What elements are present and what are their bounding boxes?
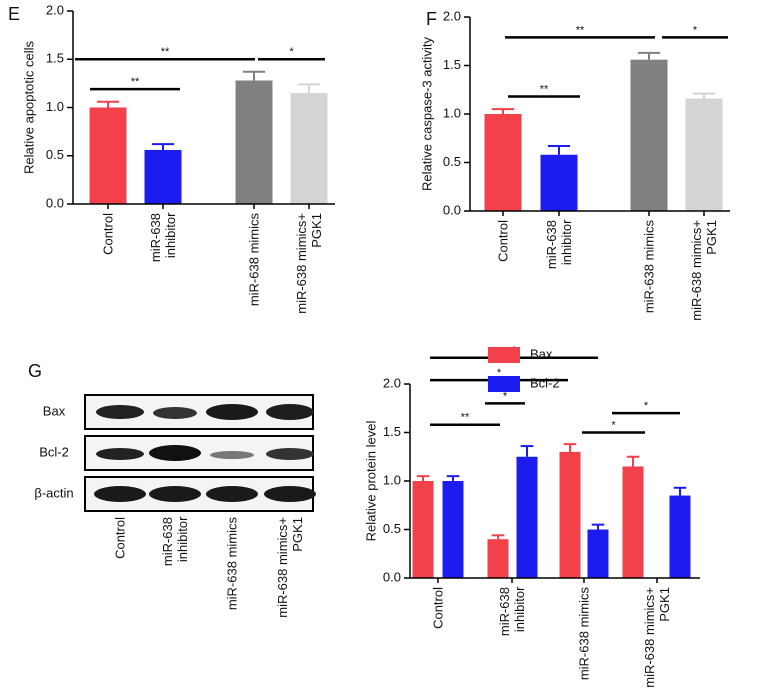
bar	[587, 529, 609, 578]
blot-band	[206, 404, 258, 420]
bar	[540, 154, 578, 211]
bar	[290, 93, 328, 204]
significance-label: *	[611, 419, 616, 431]
significance-label: **	[540, 83, 549, 95]
y-tick-label: 1.0	[443, 105, 461, 120]
western-blot: Bax Bcl-2 β-actin	[34, 394, 316, 512]
x-tick-label: miR-638 inhibitor	[497, 587, 527, 637]
bar	[484, 114, 522, 211]
y-tick-label: 2.0	[383, 375, 401, 390]
significance-label: *	[497, 367, 502, 379]
y-tick-label: 2.0	[443, 8, 461, 23]
blot-lane-label: miR-638 mimics+ PGK1	[275, 517, 305, 618]
panel-letter: F	[426, 9, 437, 29]
blot-band	[153, 407, 197, 419]
bar	[412, 481, 434, 578]
bar	[442, 481, 464, 578]
y-tick-label: 0.5	[46, 147, 64, 162]
legend-swatch	[488, 347, 520, 363]
bar	[144, 149, 182, 204]
blot-band	[94, 486, 146, 502]
bar	[669, 495, 691, 578]
x-tick-label: miR-638 mimics	[576, 587, 592, 681]
y-tick-label: 0.5	[383, 521, 401, 536]
blot-band	[264, 486, 316, 502]
x-tick-label: miR-638 mimics	[641, 220, 657, 314]
y-tick-label: 0.0	[443, 202, 461, 217]
bar	[622, 466, 644, 578]
blot-lane-label: Control	[112, 517, 128, 559]
blot-row-label: β-actin	[34, 485, 73, 500]
y-tick-label: 0.0	[46, 195, 64, 210]
x-tick-label: miR-638 mimics+ PGK1	[642, 587, 672, 688]
x-tick-label: miR-638 mimics	[246, 213, 262, 307]
y-tick-label: 1.5	[383, 424, 401, 439]
significance-label: **	[576, 24, 585, 36]
blot-band	[96, 448, 144, 460]
significance-label: **	[461, 412, 470, 424]
significance-label: **	[131, 76, 140, 88]
significance-label: *	[693, 24, 698, 36]
blot-lane-label: miR-638 mimics	[224, 517, 240, 611]
blot-band	[266, 448, 314, 460]
significance-label: *	[644, 400, 649, 412]
blot-band	[149, 486, 201, 502]
x-tick-label: Control	[100, 213, 116, 255]
y-tick-label: 1.0	[383, 472, 401, 487]
y-tick-label: 2.0	[46, 2, 64, 17]
panel-letter: E	[8, 4, 20, 24]
legend-label: Bax	[530, 346, 553, 361]
bar	[559, 451, 581, 578]
blot-band	[96, 405, 144, 419]
y-axis-label: Relative apoptotic cells	[21, 41, 36, 174]
bar	[516, 456, 538, 578]
blot-band	[206, 486, 258, 502]
y-tick-label: 0.0	[383, 569, 401, 584]
legend-label: Bcl-2	[530, 375, 560, 390]
blot-lane-label: miR-638 inhibitor	[160, 517, 190, 567]
blot-band	[210, 451, 254, 459]
x-tick-label: miR-638 inhibitor	[544, 220, 574, 270]
y-axis-label: Relative protein level	[363, 421, 378, 542]
bar	[487, 539, 509, 578]
blot-band	[149, 445, 201, 461]
legend-swatch	[488, 376, 520, 392]
y-tick-label: 1.5	[46, 51, 64, 66]
panel-letter: G	[28, 361, 42, 381]
y-tick-label: 1.0	[46, 99, 64, 114]
significance-label: *	[503, 390, 508, 402]
x-tick-label: Control	[495, 220, 511, 262]
blot-band	[266, 404, 314, 420]
y-axis-label: Relative caspase-3 activity	[419, 37, 434, 191]
bar	[685, 98, 723, 211]
y-tick-label: 1.5	[443, 57, 461, 72]
y-tick-label: 0.5	[443, 154, 461, 169]
x-tick-label: miR-638 inhibitor	[148, 213, 178, 263]
x-tick-label: miR-638 mimics+ PGK1	[689, 220, 719, 321]
bar	[235, 80, 273, 204]
blot-row-label: Bax	[43, 403, 66, 418]
x-tick-label: miR-638 mimics+ PGK1	[294, 213, 324, 314]
significance-label: **	[161, 46, 170, 58]
significance-label: *	[289, 46, 294, 58]
x-tick-label: Control	[430, 587, 446, 629]
bar	[89, 107, 127, 204]
bar	[630, 59, 668, 212]
blot-row-label: Bcl-2	[39, 444, 69, 459]
